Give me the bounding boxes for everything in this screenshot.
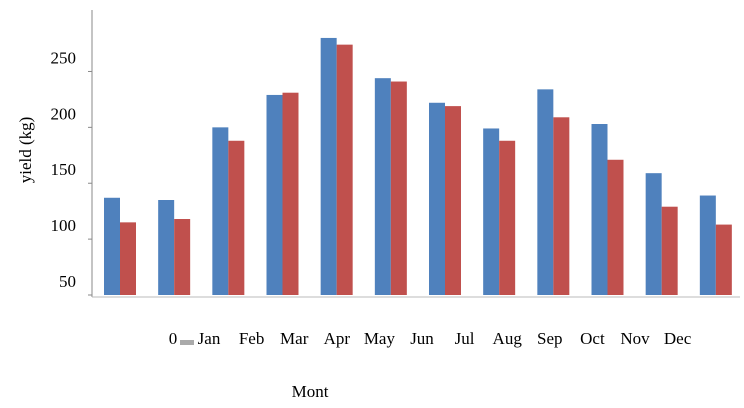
x-tick-label: Dec [664, 329, 692, 348]
bar [429, 102, 445, 295]
bar [445, 106, 461, 295]
bar [645, 173, 662, 295]
x-tick-label: Apr [324, 329, 351, 348]
bar [553, 117, 570, 295]
bar [320, 37, 337, 296]
bar [266, 94, 283, 295]
annotation: 0 [169, 329, 178, 348]
legend-swatch [180, 340, 194, 345]
bar [715, 224, 732, 295]
bar [390, 81, 407, 295]
bar [282, 92, 299, 296]
y-tick-label: 50 [59, 272, 76, 291]
y-tick-label: 200 [51, 104, 77, 123]
x-tick-label: Oct [580, 329, 605, 348]
bar [174, 219, 191, 295]
x-tick-label: Jan [198, 329, 221, 348]
bar [374, 78, 391, 295]
x-tick-label: Mar [280, 329, 309, 348]
bar [591, 124, 608, 295]
bar [336, 44, 353, 295]
y-tick-label: 150 [51, 160, 77, 179]
x-tick-label: May [364, 329, 396, 348]
x-tick-label: Jun [410, 329, 434, 348]
bar [607, 159, 624, 295]
bar [212, 127, 229, 296]
bar [537, 89, 554, 296]
bar [483, 128, 500, 295]
bar [104, 197, 120, 295]
x-tick-label: Aug [493, 329, 523, 348]
bar [499, 140, 516, 295]
x-tick-label: Jul [455, 329, 475, 348]
x-tick-label: Sep [537, 329, 563, 348]
x-axis-label: Mont [292, 382, 329, 401]
bar [120, 222, 136, 295]
y-axis-label: yield (kg) [16, 117, 35, 184]
x-tick-label: Feb [239, 329, 265, 348]
y-tick-label: 100 [51, 216, 77, 235]
x-tick-label: Nov [620, 329, 650, 348]
bar [699, 195, 716, 295]
bar [228, 140, 245, 295]
bar [661, 206, 678, 295]
bar [158, 200, 175, 295]
y-tick-label: 250 [51, 48, 77, 67]
